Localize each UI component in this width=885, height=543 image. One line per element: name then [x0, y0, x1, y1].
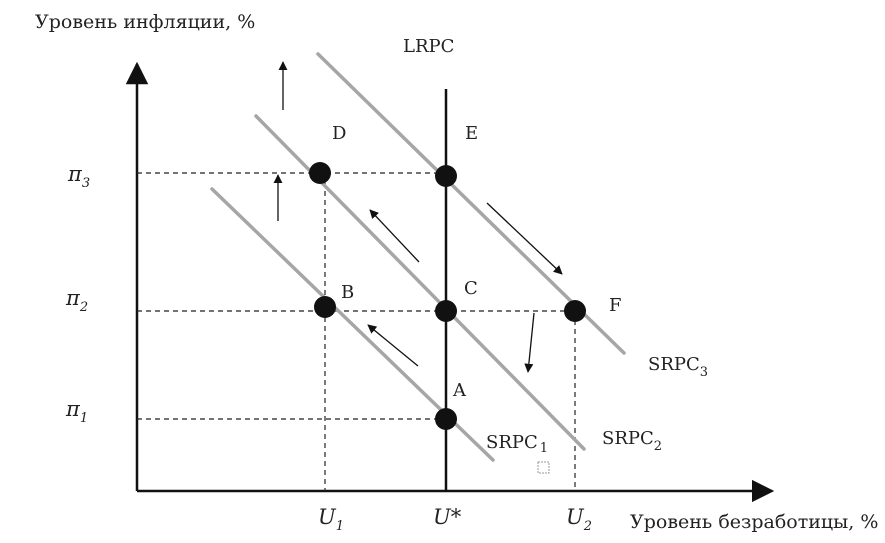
label-point-d: D — [332, 123, 346, 144]
x-tick-u1: U1 — [318, 505, 344, 534]
direction-arrows — [273, 61, 563, 373]
label-point-a: A — [452, 380, 467, 401]
label-point-e: E — [465, 123, 478, 144]
x-tick-u2: U2 — [566, 505, 592, 534]
point-f — [564, 300, 586, 322]
dashed-guides — [137, 172, 576, 491]
small-square-mark — [537, 461, 550, 474]
srpc2-line — [254, 114, 586, 451]
arrow-srpc2-up — [369, 209, 420, 263]
point-a — [435, 408, 457, 430]
point-e — [435, 165, 457, 187]
y-tick-pi1: π1 — [65, 397, 88, 426]
equilibrium-points — [309, 162, 586, 430]
label-point-f: F — [609, 295, 622, 316]
point-d — [309, 162, 331, 184]
arrow-srpc1-up — [367, 324, 419, 367]
x-axis-title: Уровень безработицы, % — [630, 511, 878, 533]
srpc2-label: SRPC2 — [602, 428, 662, 454]
srpc1-label: SRPC 1 — [486, 432, 548, 456]
arrow-down-pi2 — [524, 312, 535, 373]
lrpc-label: LRPC — [403, 36, 454, 57]
label-point-c: C — [464, 278, 478, 299]
srpc-curves — [210, 52, 626, 462]
arrow-srpc3-down — [486, 202, 563, 275]
y-axis-title: Уровень инфляции, % — [35, 11, 255, 33]
point-b — [314, 296, 336, 318]
srpc3-label: SRPC3 — [648, 354, 708, 380]
label-point-b: B — [341, 282, 354, 303]
point-c — [435, 300, 457, 322]
y-tick-pi3: π3 — [67, 162, 90, 191]
y-tick-pi2: π2 — [65, 286, 88, 315]
x-tick-ustar: U* — [433, 505, 462, 529]
